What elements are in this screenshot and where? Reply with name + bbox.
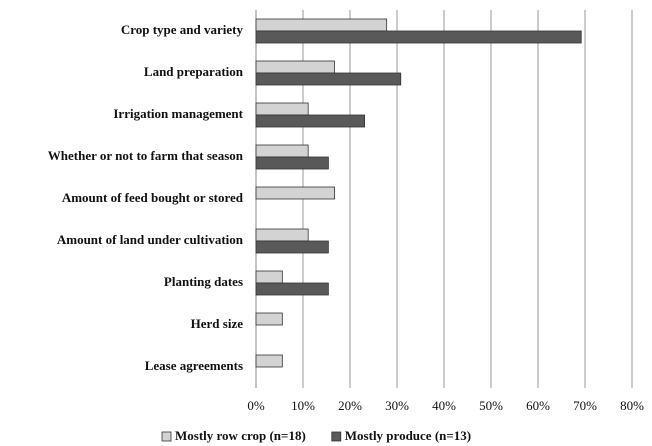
category-label: Crop type and variety — [121, 22, 244, 37]
x-tick-label: 80% — [620, 398, 644, 413]
bar — [255, 30, 582, 44]
legend-label: Mostly produce (n=13) — [345, 428, 471, 443]
x-tick-label: 50% — [479, 398, 503, 413]
x-tick-label: 70% — [573, 398, 597, 413]
bar — [255, 282, 329, 296]
bar — [255, 72, 402, 86]
x-tick-label: 10% — [291, 398, 315, 413]
category-label: Amount of feed bought or stored — [62, 190, 244, 205]
bar — [255, 312, 283, 326]
bar — [255, 156, 329, 170]
legend-swatch — [161, 431, 172, 442]
category-label: Planting dates — [164, 274, 243, 289]
x-tick-label: 30% — [385, 398, 409, 413]
bar — [255, 144, 309, 158]
bar — [255, 354, 283, 368]
bar — [255, 60, 335, 74]
category-label: Land preparation — [144, 64, 244, 79]
bar — [255, 18, 388, 32]
x-tick-label: 40% — [432, 398, 456, 413]
x-tick-label: 60% — [526, 398, 550, 413]
x-tick-label: 20% — [338, 398, 362, 413]
category-label: Lease agreements — [145, 358, 243, 373]
bar — [255, 114, 365, 128]
bar — [255, 228, 309, 242]
category-label: Whether or not to farm that season — [48, 148, 244, 163]
category-label: Amount of land under cultivation — [57, 232, 244, 247]
x-tick-label: 0% — [247, 398, 265, 413]
bar — [255, 270, 283, 284]
category-label: Herd size — [191, 316, 244, 331]
bar — [255, 102, 309, 116]
legend-label: Mostly row crop (n=18) — [175, 428, 306, 443]
bar — [255, 186, 335, 200]
bar — [255, 240, 329, 254]
legend-swatch — [331, 431, 342, 442]
category-label: Irrigation management — [113, 106, 243, 121]
